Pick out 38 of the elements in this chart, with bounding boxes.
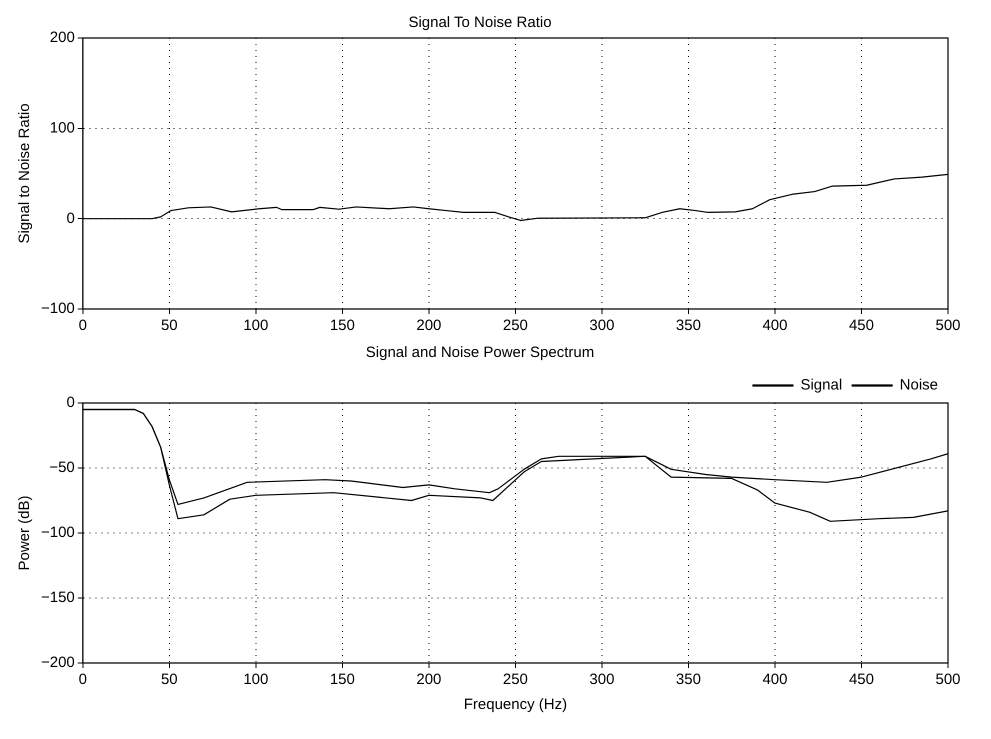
x-tick-label: 300 (589, 671, 614, 688)
x-tick-label: 450 (848, 671, 874, 688)
y-tick-label: 0 (66, 210, 75, 227)
chart-title: Signal To Noise Ratio (408, 14, 552, 32)
x-tick-label: 200 (416, 671, 442, 688)
x-tick-label: 450 (848, 317, 874, 334)
y-axis-title: Signal to Noise Ratio (16, 103, 34, 244)
x-tick-label: 50 (160, 671, 178, 688)
x-tick-label: 500 (935, 671, 961, 688)
x-tick-label: 300 (589, 317, 614, 334)
x-tick-label: 250 (502, 317, 528, 334)
x-tick-label: 500 (935, 317, 961, 334)
y-tick-label: 100 (50, 119, 75, 136)
y-tick-label: −150 (40, 589, 75, 606)
x-tick-label: 400 (762, 317, 788, 334)
x-tick-label: 250 (502, 671, 528, 688)
y-tick-label: −50 (49, 459, 75, 476)
y-axis-title: Power (dB) (16, 495, 34, 571)
x-tick-label: 0 (78, 317, 87, 334)
y-tick-label: 0 (66, 394, 75, 412)
y-tick-label: −100 (40, 524, 75, 542)
legend-label: Noise (900, 376, 938, 394)
x-tick-label: 150 (330, 317, 355, 334)
x-tick-label: 350 (676, 317, 701, 334)
x-tick-label: 150 (330, 671, 355, 688)
legend-label: Signal (800, 376, 842, 394)
x-tick-label: 400 (762, 671, 788, 688)
y-tick-label: −200 (40, 654, 75, 672)
x-tick-label: 100 (243, 317, 268, 334)
x-tick-label: 350 (676, 671, 701, 688)
x-tick-label: 0 (78, 671, 87, 688)
y-tick-label: 200 (50, 29, 75, 46)
x-axis-title: Frequency (Hz) (464, 696, 568, 714)
x-tick-label: 200 (416, 317, 442, 334)
chart-title: Signal and Noise Power Spectrum (366, 344, 594, 362)
x-tick-label: 50 (160, 317, 178, 334)
y-tick-label: −100 (40, 300, 75, 318)
x-tick-label: 100 (243, 671, 268, 688)
